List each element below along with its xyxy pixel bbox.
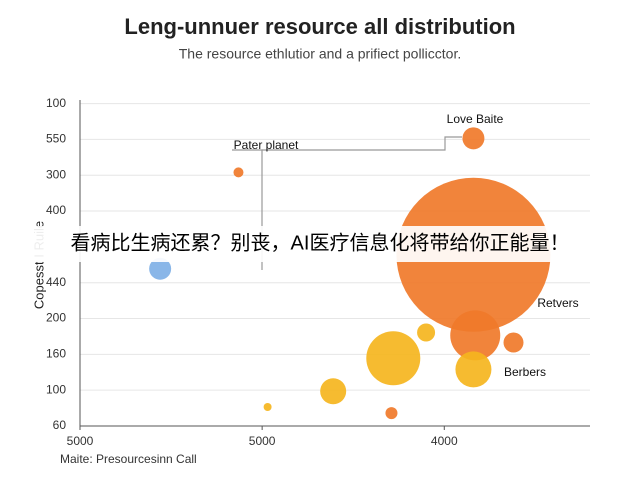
- x-tick-label: 5000: [67, 434, 94, 448]
- x-tick-label: 5000: [249, 434, 276, 448]
- bubble: [450, 310, 501, 361]
- bubble: [233, 167, 244, 178]
- y-tick-label: 100: [46, 382, 66, 396]
- y-tick-label: 100: [46, 96, 66, 110]
- y-tick-label: 60: [53, 418, 67, 432]
- bubble: [149, 257, 172, 280]
- x-tick-label: 4000: [431, 434, 458, 448]
- y-tick-label: 440: [46, 275, 66, 289]
- y-tick-label: 200: [46, 311, 66, 325]
- chart-subtitle: The resource ethlutior and a prifiect po…: [179, 46, 461, 62]
- annotation: Pater planet: [234, 138, 299, 152]
- bubble: [320, 378, 347, 405]
- plot-area: 60 100 160 200 440 400 300 550 100 5000 5000 4000: [46, 96, 590, 448]
- annotation: Berbers: [504, 365, 546, 379]
- annotation: Retvers: [537, 296, 578, 310]
- bubble: [263, 403, 272, 412]
- y-tick-label: 550: [46, 132, 66, 146]
- y-tick-label: 160: [46, 347, 66, 361]
- overlay-band: [0, 226, 640, 262]
- annotation: Love Baite: [447, 112, 504, 126]
- connector: [262, 136, 462, 151]
- bubble: [503, 332, 524, 353]
- bubble: [455, 351, 492, 388]
- bubble: [417, 323, 436, 342]
- bubble: [366, 331, 421, 386]
- y-tick-label: 400: [46, 203, 66, 217]
- overlay-text: 看病比生病还累？别丧，AI医疗信息化将带给你正能量！: [71, 231, 570, 254]
- x-axis-label: Maite: Presourcesinn Call: [60, 452, 197, 466]
- bubble: [462, 127, 485, 150]
- bubble: [385, 407, 398, 420]
- y-tick-label: 300: [46, 167, 66, 181]
- chart-title: Leng-unnuer resource all distribution: [124, 14, 515, 39]
